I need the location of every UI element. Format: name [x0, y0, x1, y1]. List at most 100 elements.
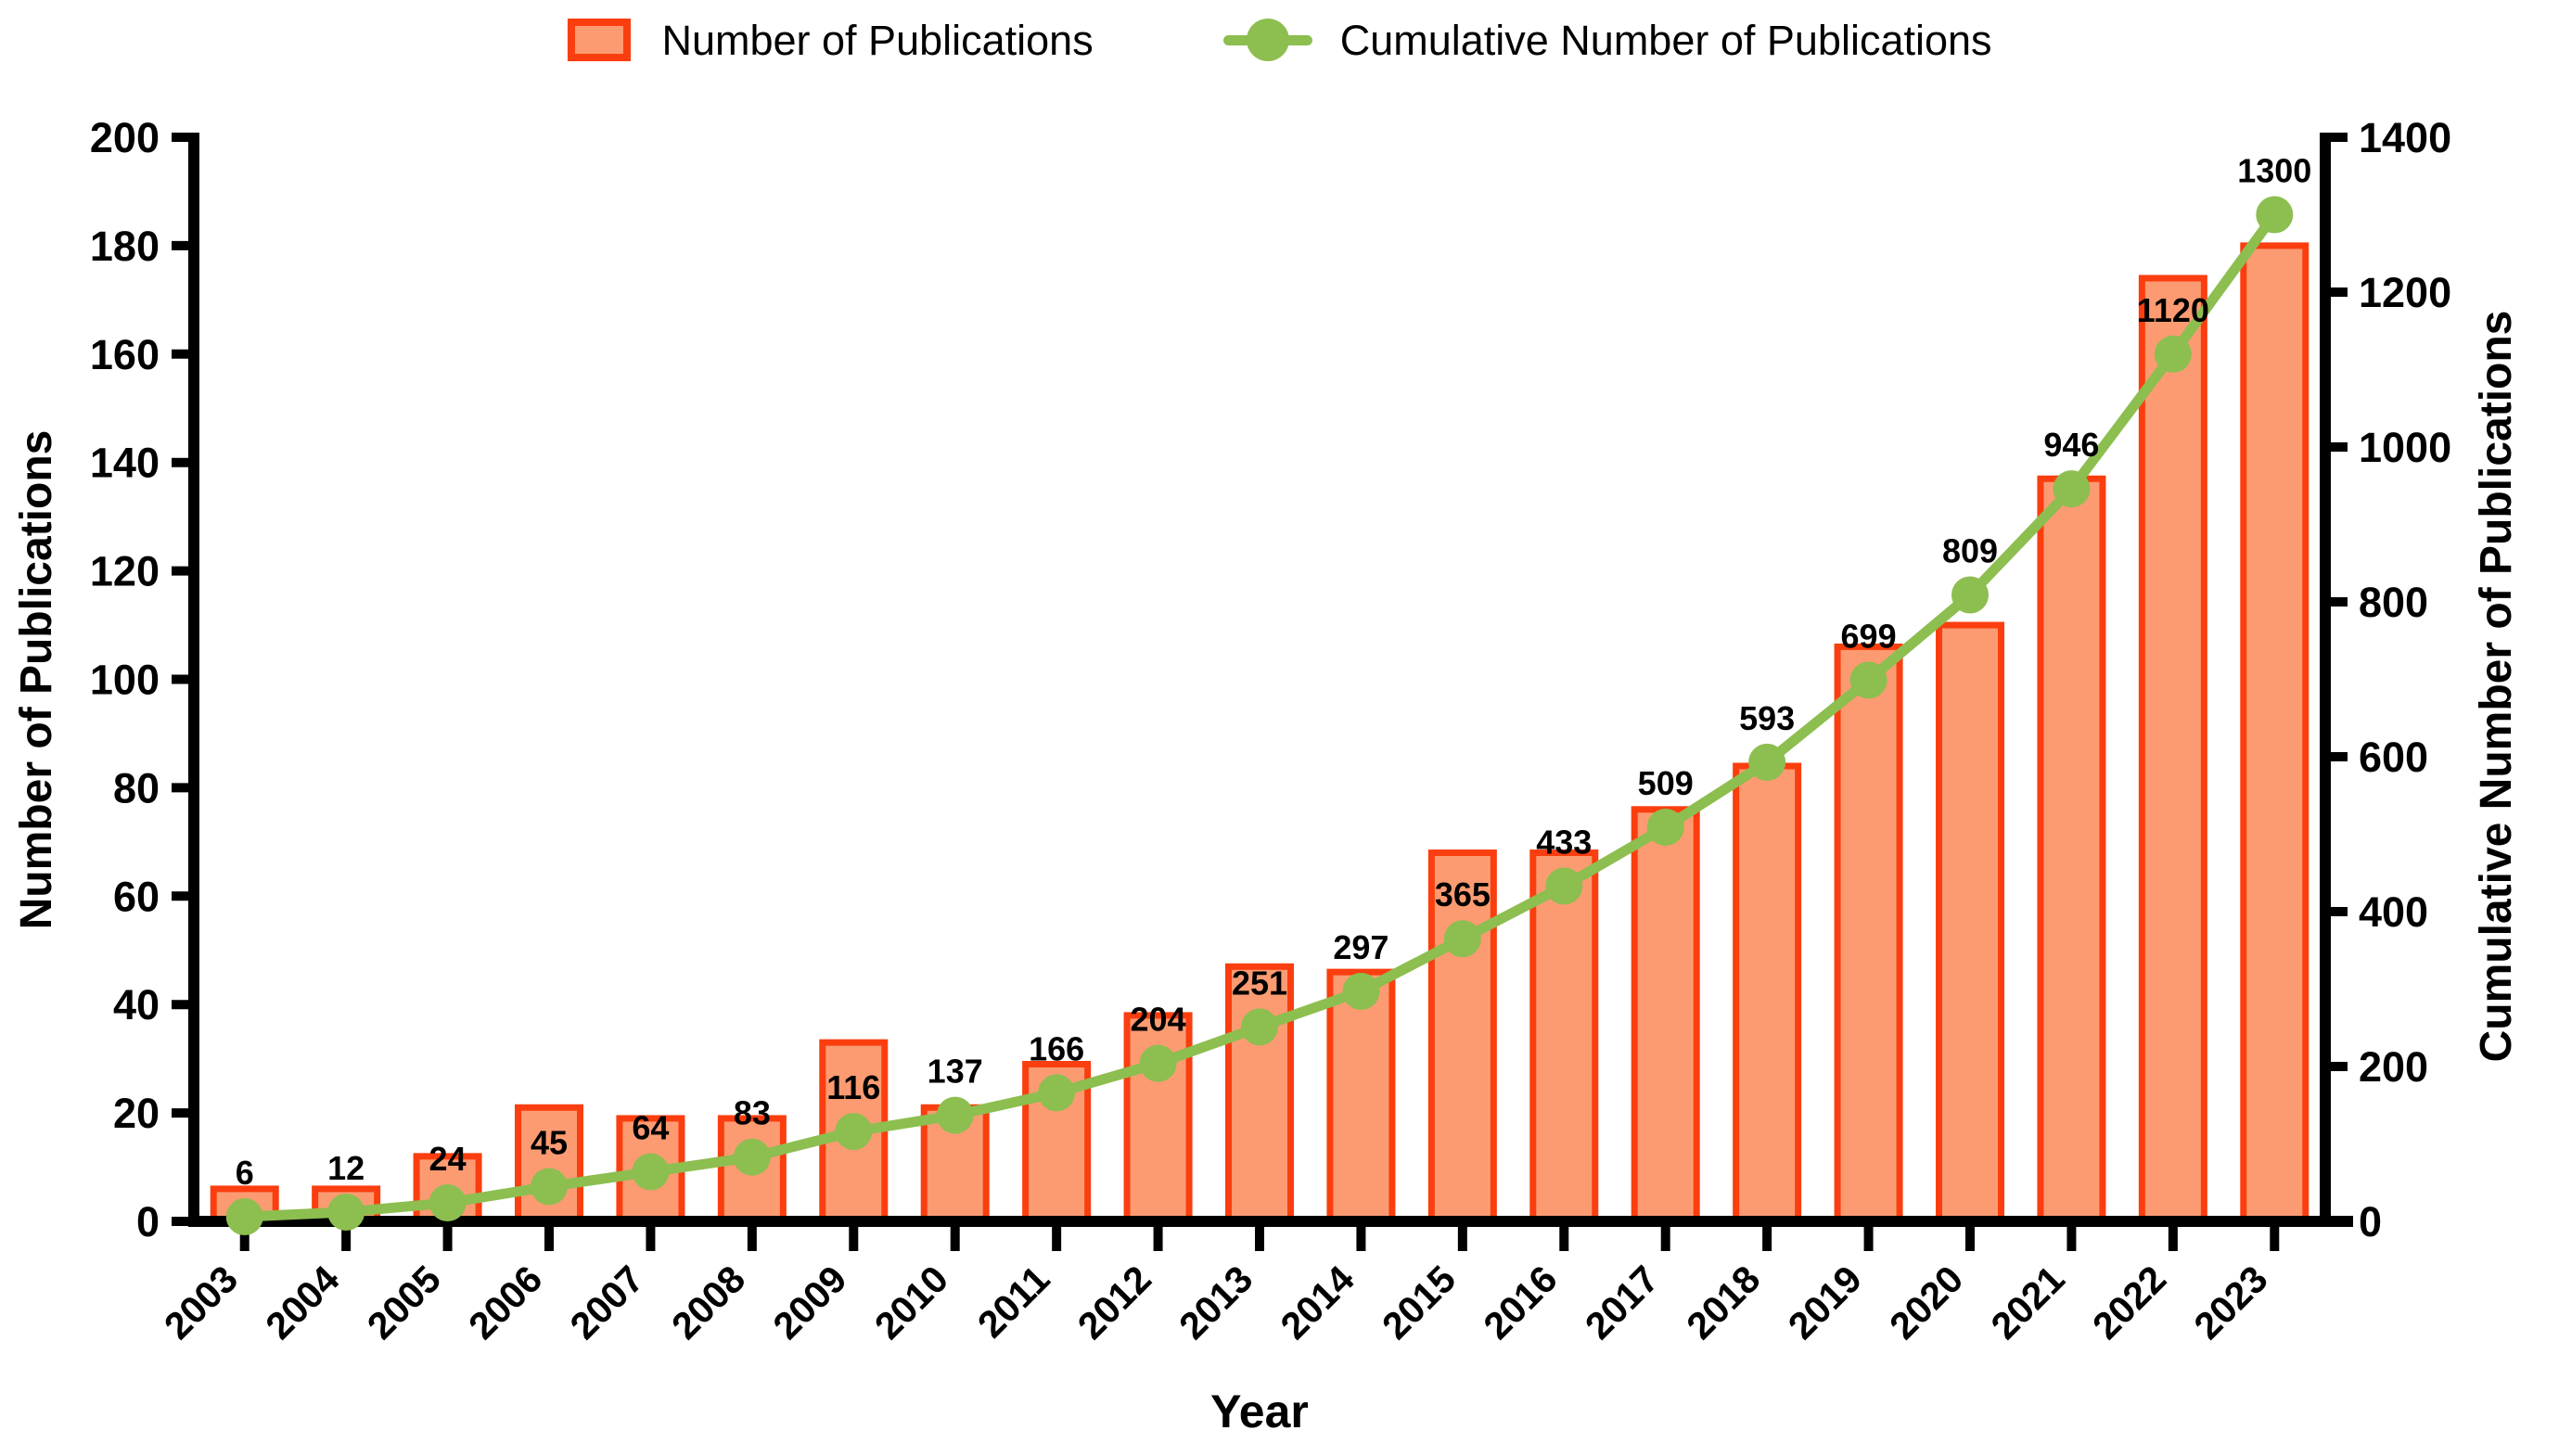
left-tick-label: 100	[90, 657, 160, 704]
bar-2016	[1529, 849, 1599, 1225]
bars-group	[210, 242, 2309, 1225]
axes-group	[172, 133, 2353, 1251]
data-point-2003	[225, 1197, 263, 1235]
data-point-2018	[1748, 743, 1786, 781]
point-label-2023: 1300	[2237, 152, 2311, 190]
left-tick-label: 60	[113, 873, 160, 920]
data-point-2007	[632, 1153, 670, 1191]
data-point-2020	[1951, 576, 1989, 614]
bar-2018	[1733, 762, 1802, 1225]
right-tick-label: 600	[2359, 734, 2428, 781]
legend-label-cumulative: Cumulative Number of Publications	[1339, 16, 1992, 64]
bar-2023	[2240, 242, 2309, 1225]
x-tick-label-2022: 2022	[2084, 1258, 2174, 1347]
x-axis-title: Year	[1210, 1386, 1309, 1437]
left-tick-label: 120	[90, 548, 160, 595]
x-tick-label-2006: 2006	[460, 1258, 550, 1347]
left-tick-label: 40	[113, 981, 160, 1028]
data-point-2011	[1038, 1074, 1076, 1112]
point-label-2004: 12	[327, 1149, 365, 1187]
point-labels-group: 6 12 24 45 64 83 116 137 166 204 251 297 365 433 509 59…	[236, 152, 2312, 1192]
left-tick-label: 20	[113, 1090, 160, 1137]
right-tick-label: 1200	[2359, 269, 2451, 316]
point-label-2019: 699	[1841, 617, 1897, 655]
data-point-2022	[2154, 335, 2192, 373]
point-label-2010: 137	[928, 1053, 983, 1091]
point-label-2021: 946	[2043, 426, 2099, 464]
bar-swatch-icon	[567, 19, 631, 61]
point-label-2006: 45	[531, 1123, 568, 1161]
x-tick-label-2015: 2015	[1374, 1258, 1464, 1347]
point-label-2003: 6	[236, 1154, 254, 1192]
x-tick-label-2007: 2007	[562, 1258, 652, 1347]
x-tick-label-2014: 2014	[1273, 1258, 1363, 1347]
point-label-2009: 116	[826, 1068, 880, 1106]
data-point-2008	[733, 1138, 771, 1176]
x-tick-label-2008: 2008	[663, 1258, 753, 1347]
x-tick-label-2010: 2010	[866, 1258, 956, 1347]
point-label-2005: 24	[429, 1140, 467, 1178]
data-point-2010	[936, 1096, 974, 1134]
point-label-2020: 809	[1942, 531, 1998, 569]
bar-2020	[1936, 621, 2004, 1225]
left-tick-label: 200	[90, 114, 160, 161]
bar-2013	[1225, 963, 1294, 1225]
right-tick-label: 800	[2359, 579, 2428, 626]
data-point-2016	[1545, 867, 1583, 905]
data-point-2009	[835, 1113, 873, 1151]
x-tick-label-2009: 2009	[765, 1258, 855, 1347]
point-label-2014: 297	[1333, 928, 1388, 966]
line-dot-icon	[1222, 19, 1312, 61]
point-label-2016: 433	[1536, 823, 1592, 861]
left-tick-label: 140	[90, 440, 160, 487]
data-point-2004	[327, 1193, 365, 1231]
point-label-2008: 83	[734, 1094, 771, 1132]
right-tick-label: 0	[2359, 1198, 2382, 1245]
point-label-2013: 251	[1232, 964, 1287, 1002]
x-tick-label-2023: 2023	[2186, 1258, 2276, 1347]
point-label-2011: 166	[1029, 1029, 1084, 1067]
bar-2015	[1427, 849, 1497, 1225]
right-tick-label: 400	[2359, 888, 2428, 936]
left-tick-label: 80	[113, 764, 160, 811]
bar-2017	[1631, 806, 1700, 1225]
data-point-2014	[1342, 973, 1380, 1011]
data-point-2021	[2053, 470, 2091, 508]
data-point-2015	[1443, 920, 1481, 958]
x-tick-label-2011: 2011	[969, 1258, 1057, 1346]
data-point-2013	[1241, 1008, 1278, 1046]
data-point-2005	[429, 1183, 467, 1221]
data-point-2006	[531, 1168, 568, 1206]
x-tick-label-2016: 2016	[1476, 1258, 1566, 1347]
point-label-2022: 1120	[2137, 291, 2209, 329]
legend-label-publications: Number of Publications	[661, 16, 1094, 64]
bar-2019	[1834, 643, 1903, 1225]
right-tick-label: 1000	[2359, 424, 2451, 471]
left-tick-label: 160	[90, 331, 160, 378]
data-point-2012	[1139, 1044, 1177, 1082]
x-tick-label-2018: 2018	[1678, 1258, 1768, 1347]
data-point-2023	[2256, 196, 2294, 234]
right-tick-label: 200	[2359, 1043, 2428, 1091]
points-group	[225, 196, 2294, 1235]
data-point-2017	[1646, 808, 1684, 846]
point-label-2012: 204	[1131, 1001, 1186, 1039]
x-tick-label-2017: 2017	[1577, 1258, 1667, 1347]
x-tick-label-2003: 2003	[156, 1258, 246, 1347]
point-label-2018: 593	[1739, 699, 1795, 737]
x-tick-label-2012: 2012	[1069, 1258, 1159, 1347]
legend-item-cumulative: Cumulative Number of Publications	[1222, 16, 1992, 64]
left-tick-label: 180	[90, 223, 160, 270]
chart-legend: Number of Publications Cumulative Number…	[567, 7, 1992, 72]
data-point-2019	[1849, 661, 1887, 699]
right-tick-label: 1400	[2359, 114, 2451, 161]
point-label-2015: 365	[1435, 875, 1491, 913]
x-tick-label-2013: 2013	[1171, 1258, 1260, 1347]
x-tick-label-2021: 2021	[1983, 1258, 2073, 1347]
left-tick-label: 0	[136, 1198, 160, 1245]
bar-2022	[2138, 275, 2207, 1225]
point-label-2017: 509	[1638, 764, 1694, 802]
point-label-2007: 64	[632, 1109, 669, 1147]
legend-item-publications: Number of Publications	[567, 16, 1094, 64]
